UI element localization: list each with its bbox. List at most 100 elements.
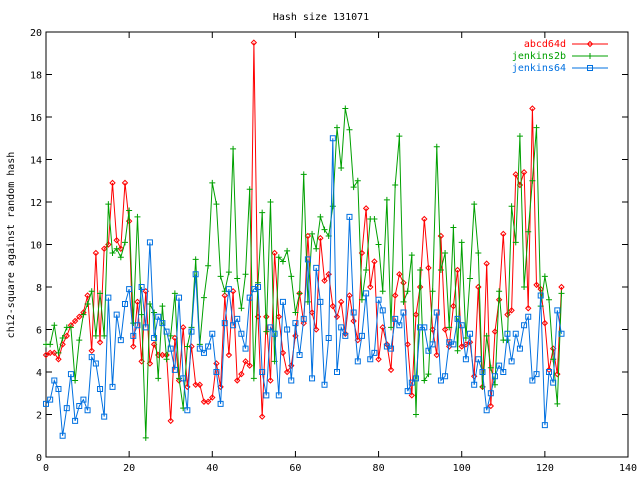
y-tick-label: 20 xyxy=(30,28,42,39)
data-point xyxy=(392,182,399,188)
data-point xyxy=(363,290,370,297)
data-point xyxy=(533,124,540,131)
data-point xyxy=(429,341,436,348)
data-point xyxy=(450,341,457,348)
data-point xyxy=(491,373,498,380)
data-point xyxy=(300,315,307,322)
data-point xyxy=(180,375,187,382)
data-point xyxy=(508,358,515,365)
data-point xyxy=(159,320,166,327)
data-point xyxy=(334,124,340,131)
data-point xyxy=(209,179,216,186)
data-point xyxy=(408,392,416,399)
data-point xyxy=(126,207,133,214)
y-tick-label: 10 xyxy=(30,241,42,252)
data-point xyxy=(117,337,124,344)
data-point xyxy=(134,213,141,220)
data-point xyxy=(521,284,528,290)
data-point xyxy=(255,284,262,290)
data-point xyxy=(475,283,482,291)
data-point xyxy=(541,273,548,280)
data-point xyxy=(142,434,149,441)
data-point xyxy=(250,375,257,382)
data-point xyxy=(546,296,553,303)
data-point xyxy=(242,345,249,352)
data-point xyxy=(533,371,540,378)
data-point xyxy=(337,298,345,306)
data-point xyxy=(76,313,83,320)
data-point xyxy=(554,370,561,378)
data-point xyxy=(43,400,49,407)
data-point xyxy=(404,388,411,395)
data-point xyxy=(421,215,428,223)
data-point xyxy=(138,284,145,290)
data-point xyxy=(134,298,141,306)
data-point xyxy=(342,332,349,339)
data-point xyxy=(412,411,419,418)
data-point xyxy=(51,322,58,329)
series-jenkins64 xyxy=(43,135,565,439)
data-point xyxy=(471,201,478,208)
data-point xyxy=(279,298,286,305)
data-point xyxy=(358,296,365,303)
data-point xyxy=(512,171,519,178)
data-point xyxy=(84,292,91,299)
data-point xyxy=(200,349,207,356)
data-point xyxy=(495,296,503,303)
data-point xyxy=(246,294,253,301)
data-point xyxy=(84,407,91,414)
data-point xyxy=(396,271,403,278)
data-point xyxy=(209,394,216,401)
data-point xyxy=(121,179,129,187)
data-point xyxy=(304,298,311,305)
data-point xyxy=(63,405,70,412)
data-point xyxy=(204,398,212,405)
data-point xyxy=(196,345,203,352)
data-point xyxy=(51,377,58,384)
data-point xyxy=(350,309,357,316)
data-point xyxy=(537,292,544,299)
data-point xyxy=(109,383,116,390)
data-point xyxy=(346,213,353,220)
y-tick-label: 4 xyxy=(36,368,42,379)
data-point xyxy=(126,286,133,293)
data-point xyxy=(371,349,378,356)
data-point xyxy=(354,177,361,184)
data-point xyxy=(475,250,482,256)
data-point xyxy=(529,377,536,384)
data-point xyxy=(130,343,137,350)
data-point xyxy=(59,335,66,341)
data-point xyxy=(242,271,249,278)
data-point xyxy=(504,337,511,344)
data-point xyxy=(321,226,328,233)
data-point xyxy=(346,292,353,299)
data-point xyxy=(441,326,449,333)
data-point xyxy=(113,245,120,252)
data-point xyxy=(467,275,474,282)
data-point xyxy=(288,377,295,384)
data-point xyxy=(142,324,149,331)
data-point xyxy=(184,343,191,350)
y-tick-label: 16 xyxy=(30,113,42,124)
data-point xyxy=(367,356,374,363)
data-point xyxy=(121,301,128,307)
data-point xyxy=(279,258,286,265)
data-point xyxy=(42,351,50,359)
data-point xyxy=(516,345,523,352)
data-point xyxy=(558,290,565,297)
data-point xyxy=(446,324,453,331)
data-point xyxy=(491,328,499,335)
data-point xyxy=(225,286,232,293)
data-point xyxy=(51,349,58,357)
data-point xyxy=(275,254,282,261)
data-point xyxy=(433,351,440,359)
data-point xyxy=(55,386,62,392)
data-point xyxy=(151,309,158,316)
data-point xyxy=(200,294,207,301)
data-point xyxy=(176,294,183,301)
data-point xyxy=(313,326,320,333)
data-point xyxy=(367,283,374,291)
x-tick-label: 120 xyxy=(536,463,554,474)
data-point xyxy=(271,249,278,257)
